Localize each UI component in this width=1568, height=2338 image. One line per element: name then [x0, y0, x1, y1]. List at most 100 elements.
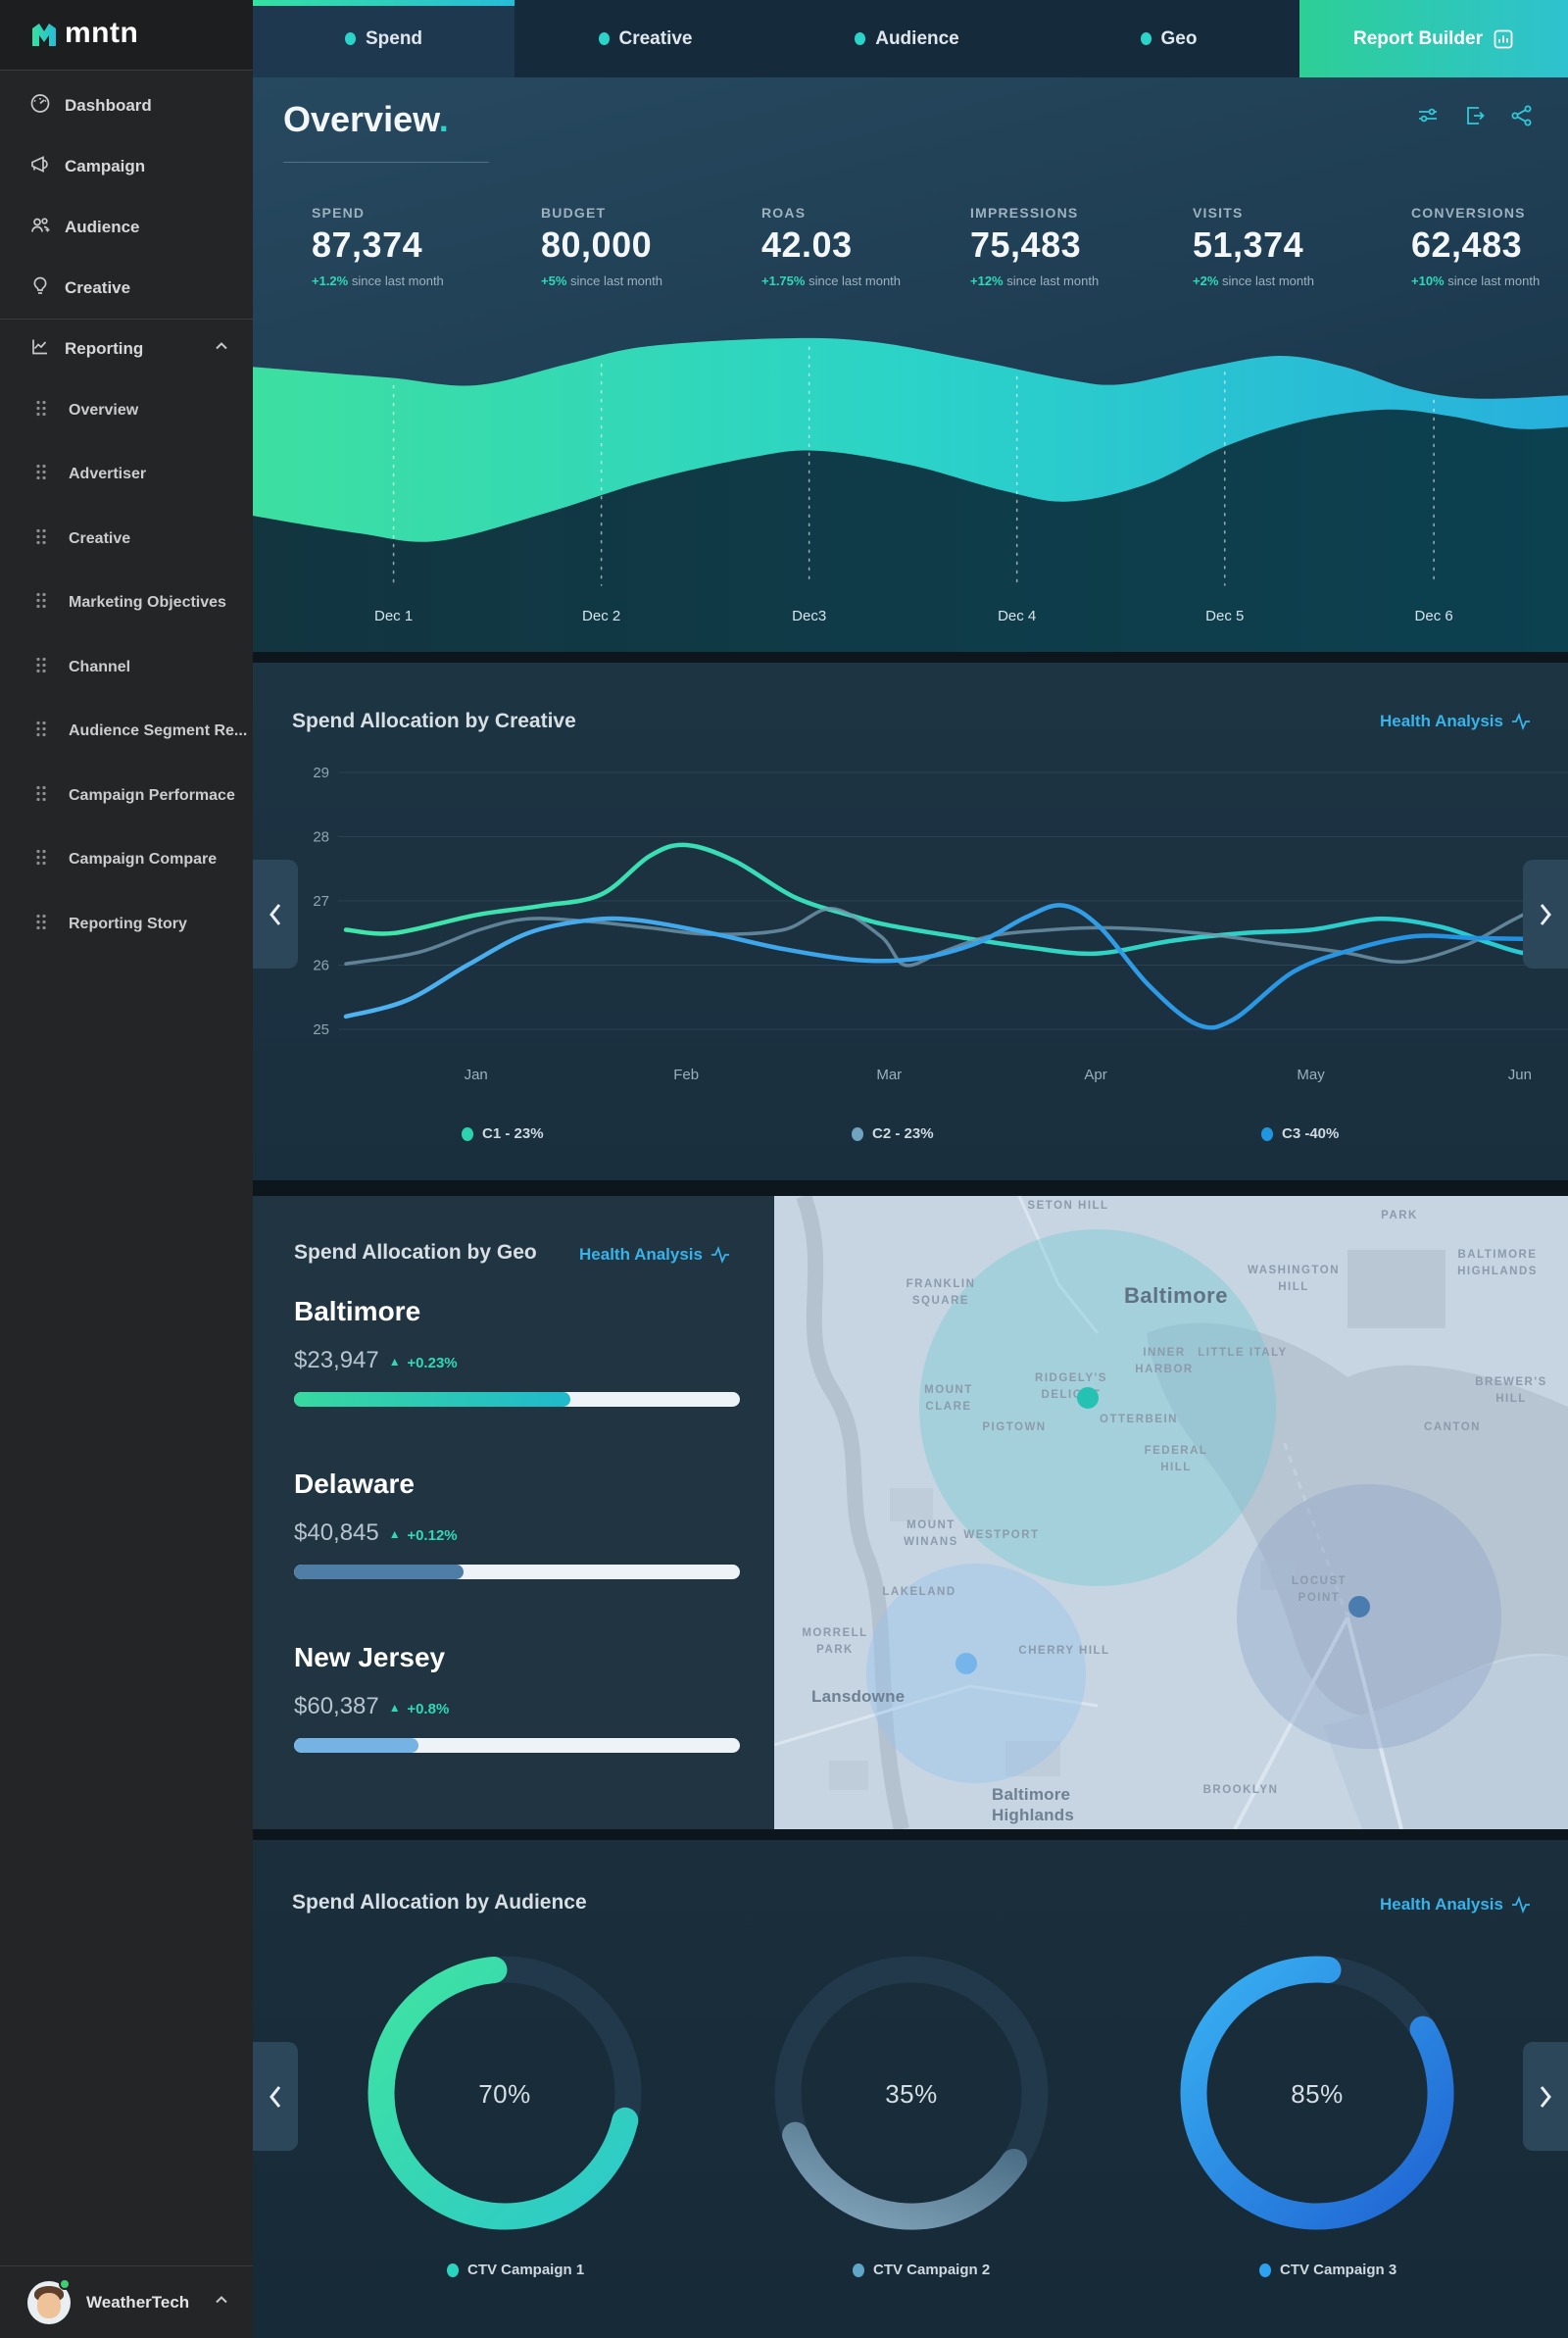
prev-arrow-button[interactable]	[253, 860, 298, 969]
sidebar-subitem-reporting-story[interactable]: Reporting Story	[0, 901, 253, 948]
kpi-visits: VISITS 51,374 +2% since last month	[1193, 205, 1314, 288]
progress-bar	[294, 1565, 740, 1579]
top-nav: Spend Creative Audience Geo Report Build…	[253, 0, 1568, 77]
health-analysis-link[interactable]: Health Analysis	[1380, 1895, 1531, 1915]
tab-dot-icon	[855, 32, 866, 45]
logo[interactable]: mntn	[0, 0, 253, 70]
drag-handle-icon[interactable]	[35, 657, 47, 679]
health-analysis-link[interactable]: Health Analysis	[1380, 712, 1531, 731]
drag-handle-icon[interactable]	[35, 400, 47, 423]
sidebar-subitem-overview[interactable]: Overview	[0, 387, 253, 434]
page-title: Overview.	[283, 99, 449, 139]
drag-handle-icon[interactable]	[35, 592, 47, 615]
sidebar-item-label: Audience	[65, 218, 140, 236]
sidebar-item-label: Campaign	[65, 157, 146, 175]
health-analysis-link[interactable]: Health Analysis	[579, 1245, 730, 1265]
sidebar-item-label: Reporting	[65, 339, 144, 358]
sidebar: mntn Dashboard Campaign Audience Creat	[0, 0, 253, 2338]
sidebar-item-creative[interactable]: Creative	[0, 265, 253, 312]
filter-sliders-icon[interactable]	[1415, 103, 1441, 128]
donut-ctv-campaign-2: 35%	[755, 1936, 1068, 2250]
wave-x-label: Dec 6	[1414, 608, 1453, 624]
sidebar-subitem-campaign-compare[interactable]: Campaign Compare	[0, 836, 253, 883]
mntn-logo-icon	[29, 21, 59, 55]
legend-ctv-campaign-1: CTV Campaign 1	[447, 2262, 584, 2278]
map-label: SETON HILL	[1027, 1200, 1109, 1212]
overview-hero: Overview. SPEND 87,374 +1.2% since last …	[253, 77, 1568, 652]
sidebar-subitem-marketing-objectives[interactable]: Marketing Objectives	[0, 579, 253, 626]
next-arrow-button[interactable]	[1523, 860, 1568, 969]
sidebar-subitem-creative[interactable]: Creative	[0, 516, 253, 563]
svg-text:27: 27	[313, 893, 329, 910]
geo-row-new-jersey: New Jersey $60,387 ▲ +0.8%	[294, 1642, 740, 1753]
sidebar-item-reporting[interactable]: Reporting	[0, 325, 253, 373]
sidebar-subitem-advertiser[interactable]: Advertiser	[0, 451, 253, 498]
sidebar-subitem-audience-segment[interactable]: Audience Segment Re...	[0, 708, 253, 755]
drag-handle-icon[interactable]	[35, 785, 47, 808]
drag-handle-icon[interactable]	[35, 849, 47, 871]
tab-geo[interactable]: Geo	[1038, 0, 1299, 77]
map-label: MOUNT WINANS	[904, 1519, 958, 1549]
tab-spend[interactable]: Spend	[253, 0, 514, 77]
line-chart-icon	[29, 336, 51, 363]
map-label: BROOKLYN	[1202, 1784, 1279, 1796]
spend-allocation-by-creative-panel: Spend Allocation by Creative Health Anal…	[253, 663, 1568, 1180]
user-account[interactable]: WeatherTech	[0, 2265, 253, 2338]
sidebar-subitem-campaign-performance[interactable]: Campaign Performace	[0, 772, 253, 820]
donut-percent: 35%	[885, 2079, 938, 2109]
map-label: FRANKLIN SQUARE	[906, 1278, 976, 1308]
sidebar-item-dashboard[interactable]: Dashboard	[0, 82, 253, 129]
geo-panel: Spend Allocation by Geo Health Analysis …	[253, 1196, 774, 1829]
geo-row-baltimore: Baltimore $23,947 ▲ +0.23%	[294, 1296, 740, 1407]
map-label: OTTERBEIN	[1100, 1414, 1178, 1425]
sidebar-item-label: Dashboard	[65, 96, 152, 115]
spend-allocation-by-geo-section: Spend Allocation by Geo Health Analysis …	[253, 1196, 1568, 1829]
legend-ctv-campaign-2: CTV Campaign 2	[853, 2262, 990, 2278]
chevron-right-icon	[1540, 2085, 1551, 2108]
tab-dot-icon	[344, 32, 356, 45]
wave-x-label: Dec 1	[374, 608, 414, 624]
next-arrow-button[interactable]	[1523, 2042, 1568, 2151]
svg-text:29: 29	[313, 765, 329, 781]
creative-line-chart: 29 28 27 26 25 Jan Feb Mar Apr May Jun	[313, 765, 1568, 1083]
chevron-up-icon[interactable]	[214, 2293, 229, 2313]
report-builder-label: Report Builder	[1353, 27, 1483, 49]
sidebar-item-audience[interactable]: Audience	[0, 204, 253, 251]
kpi-conversions: CONVERSIONS 62,483 +10% since last month	[1411, 205, 1541, 288]
map-label: MORRELL PARK	[802, 1627, 868, 1657]
map-label: WASHINGTON HILL	[1247, 1265, 1341, 1294]
share-icon[interactable]	[1509, 103, 1535, 128]
export-icon[interactable]	[1462, 103, 1488, 128]
svg-text:26: 26	[313, 958, 329, 974]
map-label: LOCUST POINT	[1291, 1575, 1348, 1605]
sidebar-item-campaign[interactable]: Campaign	[0, 143, 253, 190]
drag-handle-icon[interactable]	[35, 464, 47, 486]
bar-chart-icon	[1494, 29, 1513, 48]
chevron-left-icon	[270, 903, 281, 925]
sidebar-subitem-channel[interactable]: Channel	[0, 644, 253, 691]
progress-bar	[294, 1392, 740, 1407]
prev-arrow-button[interactable]	[253, 2042, 298, 2151]
report-builder-button[interactable]: Report Builder	[1299, 0, 1568, 77]
map-marker[interactable]	[956, 1653, 977, 1674]
drag-handle-icon[interactable]	[35, 721, 47, 743]
drag-handle-icon[interactable]	[35, 914, 47, 936]
sidebar-subitem-label: Overview	[69, 402, 139, 419]
map-radius-halo	[1237, 1484, 1501, 1749]
tab-label: Audience	[875, 27, 959, 49]
drag-handle-icon[interactable]	[35, 528, 47, 551]
map-label: FEDERAL HILL	[1144, 1445, 1208, 1474]
baltimore-map[interactable]: SETON HILL PARK FRANKLIN SQUARE WASHINGTON HI…	[774, 1196, 1568, 1829]
sidebar-subitem-label: Advertiser	[69, 466, 147, 482]
chevron-up-icon[interactable]	[214, 339, 229, 360]
tab-label: Creative	[618, 27, 693, 49]
sidebar-subitem-label: Channel	[69, 659, 131, 675]
svg-text:25: 25	[313, 1021, 329, 1038]
up-triangle-icon: ▲	[388, 1700, 401, 1715]
tab-audience[interactable]: Audience	[776, 0, 1038, 77]
tab-label: Geo	[1160, 27, 1198, 49]
tab-creative[interactable]: Creative	[514, 0, 776, 77]
lightbulb-icon	[29, 275, 51, 302]
map-marker[interactable]	[1348, 1596, 1370, 1617]
map-marker[interactable]	[1077, 1387, 1099, 1409]
